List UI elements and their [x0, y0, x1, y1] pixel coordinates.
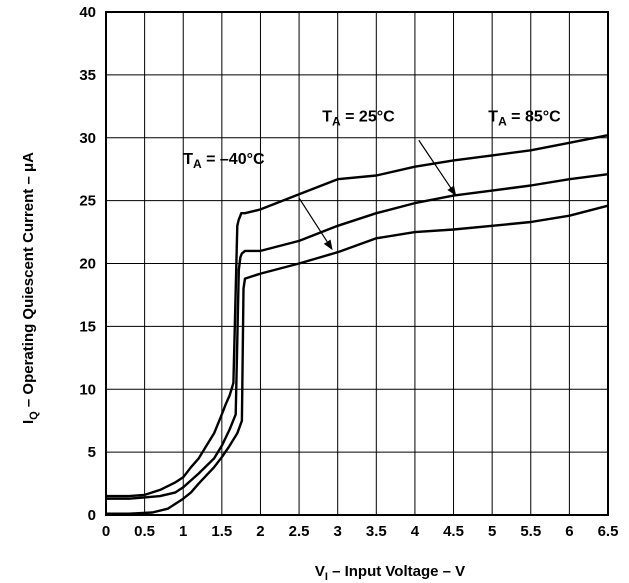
series-line-0 [106, 134, 609, 498]
y-tick-label: 40 [79, 4, 96, 21]
annotation-base: T [488, 108, 498, 125]
x-axis-label-rest: – Input Voltage – V [328, 563, 465, 580]
annotation-base: T [183, 151, 193, 168]
series-line-1 [106, 173, 609, 500]
y-tick-label: 0 [88, 507, 96, 524]
annotation-rest: = –40°C [202, 151, 265, 168]
y-axis-label-sub: Q [28, 411, 40, 420]
x-tick-label: 0.5 [134, 523, 155, 540]
x-axis-label: VI – Input Voltage – V [315, 563, 465, 583]
y-tick-label: 5 [88, 444, 96, 461]
y-tick-label: 30 [79, 130, 96, 147]
series-layer [106, 134, 609, 515]
annotation-sub: A [332, 114, 341, 128]
x-tick-label: 2.5 [289, 523, 310, 540]
annotation-label: TA = 85°C [488, 108, 561, 128]
x-tick-label: 4 [411, 523, 420, 540]
grid [105, 11, 609, 516]
annotation-arrow [298, 197, 333, 251]
y-tick-label: 10 [79, 381, 96, 398]
ticks: 0 0.5 1 1.5 2 2.5 3 3.5 4 4.5 5 5.5 6 6.5 0 5 10 15 20 25 30… [79, 4, 618, 540]
y-axis-label-rest: – Operating Quiescent Current – μA [20, 152, 37, 411]
y-tick-label: 35 [79, 67, 96, 84]
x-axis-label-sub: I [325, 571, 328, 583]
x-tick-label: 1.5 [211, 523, 232, 540]
x-axis-label-main: V [315, 563, 325, 580]
y-axis-label-main: I [20, 420, 37, 424]
annotation-label: TA = 25°C [322, 108, 395, 128]
y-axis-label: IQ – Operating Quiescent Current – μA [20, 152, 40, 424]
x-tick-label: 5.5 [520, 523, 541, 540]
x-tick-label: 6 [565, 523, 573, 540]
annotation-arrow [418, 139, 457, 196]
x-tick-label: 3 [334, 523, 342, 540]
x-tick-label: 0 [102, 523, 110, 540]
x-tick-label: 1 [179, 523, 187, 540]
y-tick-label: 20 [79, 256, 96, 273]
annotation-base: T [322, 108, 332, 125]
y-tick-label: 15 [79, 318, 96, 335]
annotation-label: TA = –40°C [183, 151, 265, 171]
x-tick-label: 6.5 [598, 523, 619, 540]
annotation-sub: A [193, 157, 202, 171]
annotation-rest: = 85°C [507, 108, 561, 125]
series-line-2 [106, 204, 609, 515]
plot-frame [105, 11, 609, 516]
annotation-sub: A [498, 114, 507, 128]
x-tick-label: 2 [256, 523, 264, 540]
annotations: TA = –40°CTA = 25°C TA = 85°C [183, 108, 561, 251]
annotation-rest: = 25°C [341, 108, 395, 125]
x-tick-label: 3.5 [366, 523, 387, 540]
x-tick-label: 5 [488, 523, 496, 540]
x-tick-label: 4.5 [443, 523, 464, 540]
y-tick-label: 25 [79, 193, 96, 210]
